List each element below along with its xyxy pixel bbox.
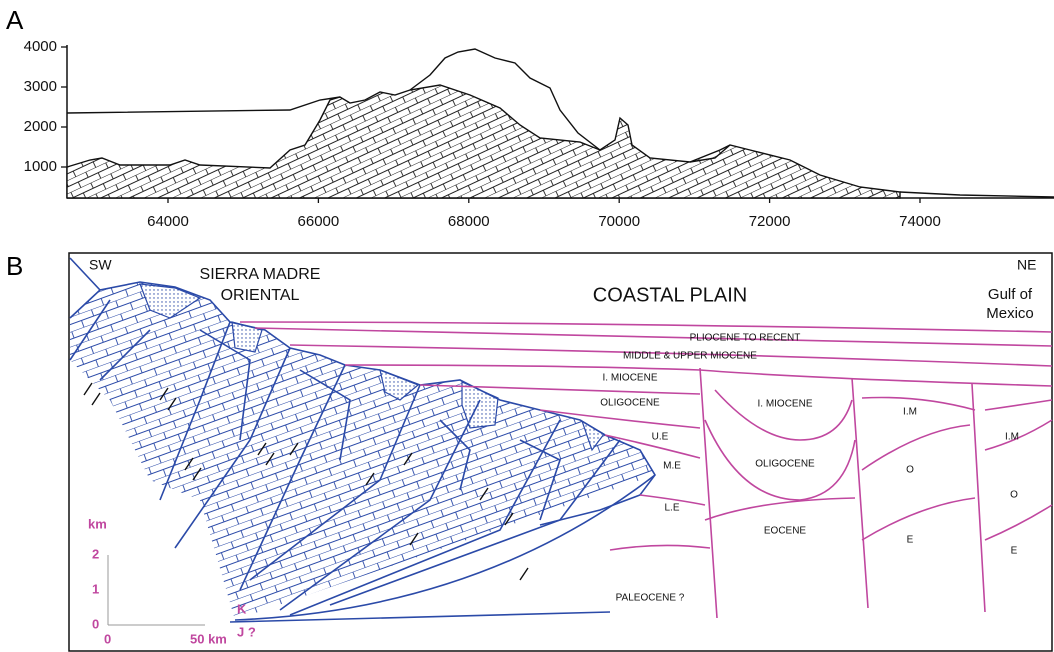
x-tick-label: 72000 — [749, 213, 791, 230]
unit-label: OLIGOCENE — [755, 459, 815, 470]
unit-label: PLIOCENE TO RECENT — [690, 333, 801, 344]
unit-label: M.E — [663, 461, 681, 472]
y-tick-label: 4000 — [24, 38, 57, 55]
x-tick-label: 74000 — [899, 213, 941, 230]
x-tick-label: 68000 — [448, 213, 490, 230]
label: K — [237, 601, 247, 616]
x-tick-label: 66000 — [298, 213, 340, 230]
scale-tick: 50 km — [190, 631, 227, 646]
unit-label: O — [906, 465, 914, 476]
unit-label: I.M — [903, 407, 917, 418]
label: J ? — [237, 624, 256, 639]
y-tick-label: 3000 — [24, 78, 57, 95]
label: ORIENTAL — [221, 287, 300, 304]
scale-tick: 0 — [104, 631, 111, 646]
unit-label: I. MIOCENE — [757, 399, 812, 410]
figure: A B — [0, 0, 1054, 652]
unit-label: E — [907, 535, 914, 546]
scale-tick: 2 — [92, 546, 99, 561]
label: COASTAL PLAIN — [593, 284, 748, 306]
label: Gulf of — [988, 286, 1033, 303]
unit-label: PALEOCENE ? — [616, 593, 685, 604]
unit-label: L.E — [664, 503, 679, 514]
unit-label: I. MIOCENE — [602, 373, 657, 384]
unit-label: OLIGOCENE — [600, 398, 660, 409]
scale-tick: 0 — [92, 616, 99, 631]
label: NE — [1017, 257, 1036, 273]
unit-label: MIDDLE & UPPER MIOCENE — [623, 351, 757, 362]
scale-unit: km — [88, 516, 107, 531]
y-tick-label: 1000 — [24, 158, 57, 175]
unit-label: I.M — [1005, 432, 1019, 443]
unit-label: E — [1011, 546, 1018, 557]
unit-label: O — [1010, 490, 1018, 501]
y-tick-label: 2000 — [24, 118, 57, 135]
unit-label: EOCENE — [764, 526, 807, 537]
x-tick-label: 70000 — [598, 213, 640, 230]
label: SW — [89, 257, 112, 273]
thrust-belt — [70, 282, 655, 620]
unit-label: U.E — [652, 432, 669, 443]
panel-label: B — [6, 251, 23, 281]
label: SIERRA MADRE — [200, 266, 321, 283]
scale-tick: 1 — [92, 581, 99, 596]
hatched-profile — [67, 85, 900, 198]
panel-label: A — [6, 5, 24, 35]
x-tick-label: 64000 — [147, 213, 189, 230]
label: Mexico — [986, 305, 1034, 322]
